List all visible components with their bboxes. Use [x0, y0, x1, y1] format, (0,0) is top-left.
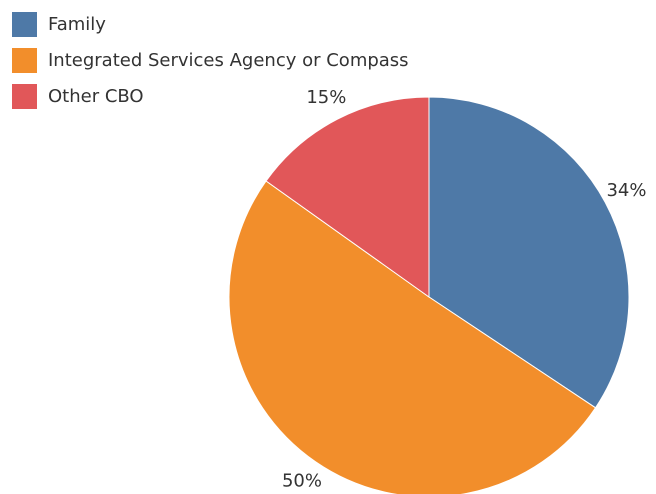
value-label: 50% [282, 471, 322, 492]
legend-text: Family [48, 14, 106, 35]
legend-swatch [12, 84, 37, 109]
value-label: 15% [306, 87, 346, 108]
legend-swatch [12, 48, 37, 73]
legend-swatch [12, 12, 37, 37]
legend-text: Integrated Services Agency or Compass [48, 50, 409, 71]
pie-slice [265, 96, 430, 298]
legend-text: Other CBO [48, 86, 144, 107]
value-label: 34% [606, 180, 646, 201]
pie-slice [228, 180, 597, 494]
